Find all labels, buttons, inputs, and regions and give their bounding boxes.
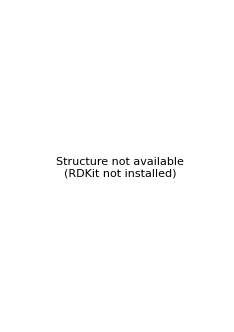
- Text: Structure not available
(RDKit not installed): Structure not available (RDKit not insta…: [56, 157, 184, 179]
